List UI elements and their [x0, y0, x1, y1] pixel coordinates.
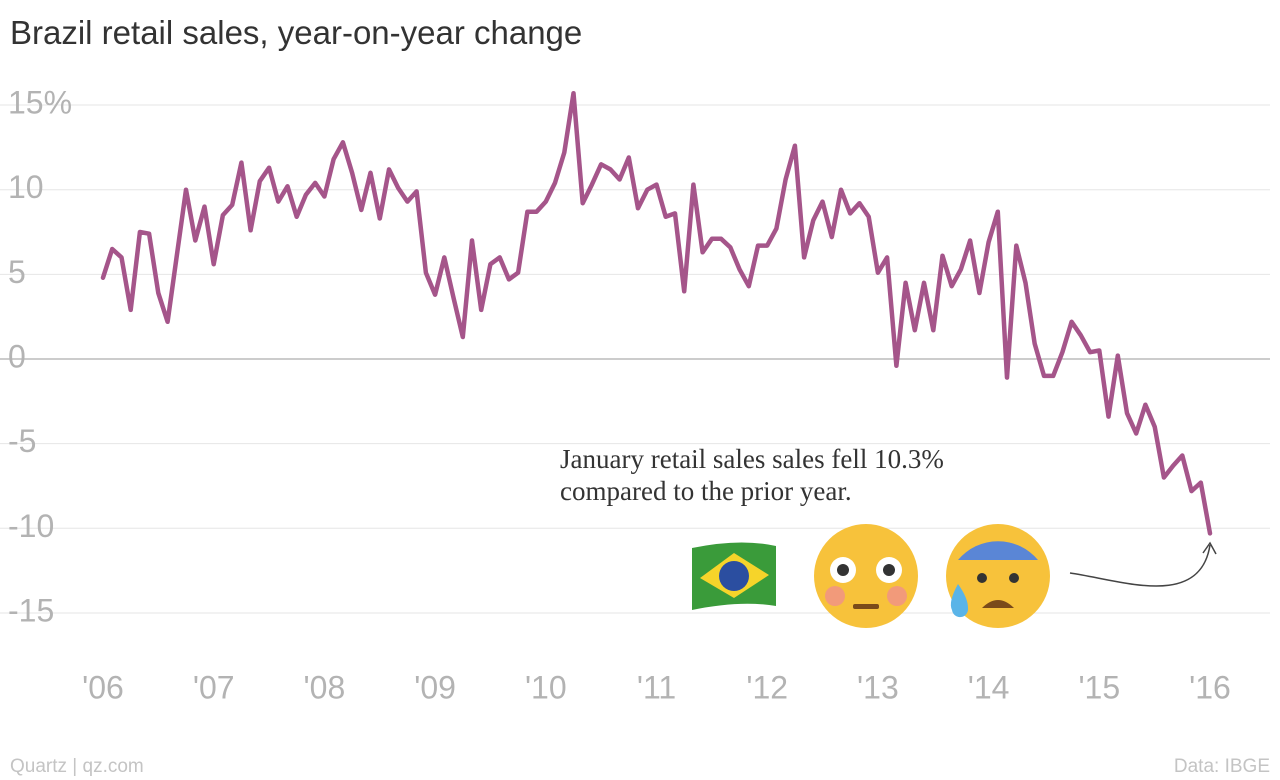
chart-title: Brazil retail sales, year-on-year change: [10, 14, 582, 51]
x-tick-label: '12: [746, 669, 788, 705]
credit: Quartz | qz.com: [10, 756, 144, 777]
x-tick-label: '13: [857, 669, 899, 705]
y-tick-label: -5: [8, 423, 36, 459]
y-tick-label: 15%: [8, 85, 72, 121]
x-tick-label: '09: [414, 669, 456, 705]
x-tick-label: '08: [304, 669, 346, 705]
x-tick-label: '15: [1078, 669, 1120, 705]
data-line: [100, 90, 1213, 536]
emoji-flushed: [814, 524, 918, 628]
x-tick-label: '10: [525, 669, 567, 705]
y-tick-label: -10: [8, 508, 54, 544]
y-tick-label: 0: [8, 338, 26, 374]
annotation-arrow: [1069, 544, 1211, 587]
x-tick-label: '16: [1189, 669, 1231, 705]
x-tick-label: '14: [968, 669, 1010, 705]
x-tick-label: '11: [637, 669, 676, 705]
x-tick-label: '06: [82, 669, 124, 705]
y-tick-label: 5: [8, 254, 26, 290]
y-tick-label: 10: [8, 169, 44, 205]
x-tick-label: '07: [193, 669, 235, 705]
emoji-anxious: [946, 524, 1050, 628]
source: Data: IBGE: [1174, 756, 1270, 777]
y-tick-label: -15: [8, 592, 54, 628]
emoji-flag: [692, 542, 776, 610]
annotation: January retail sales sales fell 10.3% com…: [560, 444, 944, 506]
arrow-head: [1202, 541, 1217, 555]
